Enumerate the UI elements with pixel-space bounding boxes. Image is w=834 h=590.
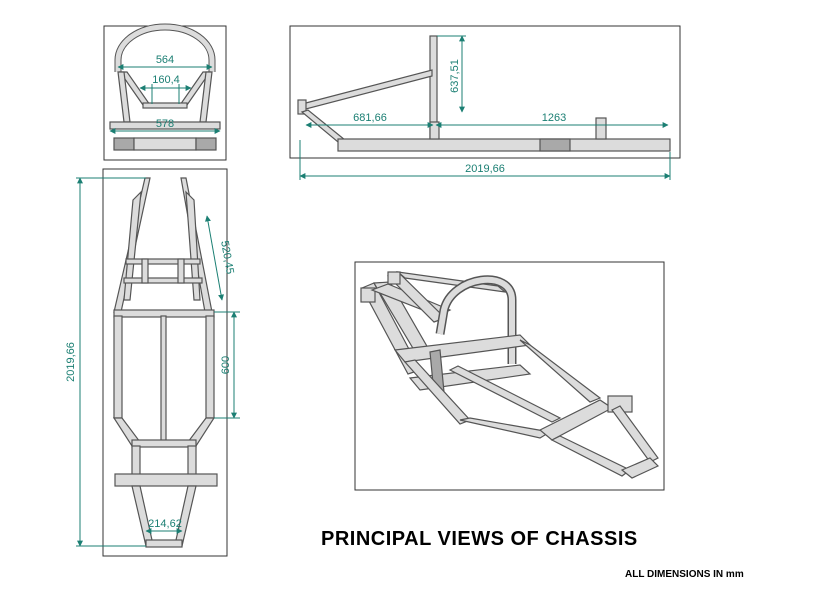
top-cross-2	[123, 277, 203, 284]
dim-text-2019-66-top: 2019,66	[65, 342, 77, 382]
iso-tail-end	[620, 457, 660, 479]
iso-tail-right	[611, 405, 659, 463]
front-view: 564 160,4 578	[103, 23, 227, 161]
side-base-rail	[337, 138, 671, 152]
drawing-title: PRINCIPAL VIEWS OF CHASSIS	[321, 528, 638, 550]
isometric-view	[354, 261, 665, 491]
units-note: ALL DIMENSIONS IN mm	[625, 569, 744, 580]
iso-center-spine	[448, 365, 562, 423]
dim-text-578: 578	[156, 118, 174, 130]
front-view-dimensions: 564 160,4 578	[109, 54, 221, 134]
dim-text-2019-66-side: 2019,66	[465, 163, 505, 175]
side-rear-post	[595, 117, 607, 140]
dim-text-637-51: 637,51	[449, 59, 461, 93]
top-cross-1	[125, 258, 201, 265]
top-rear-left	[131, 445, 141, 477]
front-view-chassis	[109, 23, 221, 151]
side-view-dimensions: 637,51 681,66 1263 2019,66	[299, 35, 671, 180]
iso-upper-block	[387, 271, 401, 285]
front-base-left-block	[113, 137, 135, 151]
top-rear-axle-bar	[114, 473, 218, 487]
front-cross-member	[142, 102, 188, 109]
side-base-shade	[539, 138, 571, 152]
isometric-chassis	[360, 271, 660, 479]
top-tail-end	[145, 539, 183, 548]
iso-roll-hoop-fill	[437, 276, 515, 364]
iso-right-side-rail	[519, 339, 602, 403]
side-view: 637,51 681,66 1263 2019,66	[289, 25, 681, 180]
top-right-side-rail	[205, 315, 215, 419]
dim-text-160-4: 160,4	[152, 74, 180, 86]
front-base-right-block	[195, 137, 217, 151]
dim-text-600: 600	[220, 356, 232, 374]
front-base-middle	[133, 137, 197, 151]
dim-text-564: 564	[156, 54, 174, 66]
top-view: 2019,66 520,45 600 214,62	[65, 168, 240, 557]
top-center-spine	[160, 315, 167, 445]
top-cross-post-right	[177, 258, 185, 284]
dim-text-1263: 1263	[542, 112, 566, 124]
top-cross-rear	[131, 439, 197, 448]
top-rear-right	[187, 445, 197, 477]
side-seat-post	[429, 121, 440, 140]
roll-hoop-fill	[115, 24, 215, 72]
dim-text-681-66: 681,66	[353, 112, 387, 124]
top-left-side-rail	[113, 315, 123, 419]
dim-text-520-45: 520,45	[218, 240, 236, 275]
top-left-inner-rail	[123, 190, 142, 301]
top-view-chassis	[112, 177, 218, 548]
dim-line-520-45	[204, 215, 225, 301]
dim-text-214-62: 214,62	[148, 518, 182, 530]
side-view-chassis	[297, 35, 671, 152]
iso-front-block	[360, 287, 376, 303]
top-view-dimensions: 2019,66 520,45 600 214,62	[65, 177, 240, 547]
side-front-post	[297, 99, 307, 115]
top-cross-post-left	[141, 258, 149, 284]
